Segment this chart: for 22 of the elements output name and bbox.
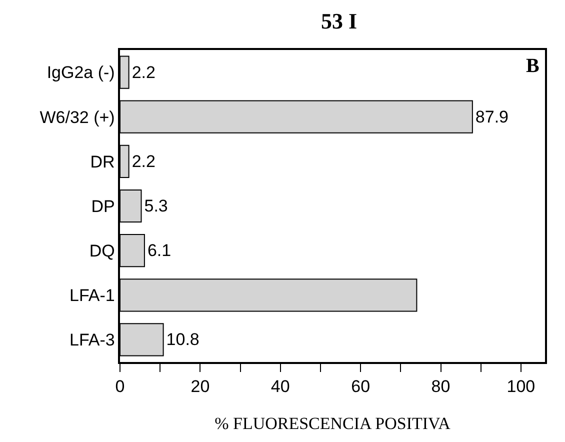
data-label: 2.2 <box>132 152 156 171</box>
x-tick-label: 60 <box>351 377 370 396</box>
chart-title: 53 I <box>320 8 358 34</box>
x-tick-label: 40 <box>270 377 290 396</box>
y-tick-label: DP <box>91 196 115 216</box>
y-tick-label: IgG2a (-) <box>46 63 115 82</box>
y-tick-label: LFA-1 <box>69 286 115 306</box>
y-tick-label: DR <box>90 152 115 172</box>
data-label: 87.9 <box>475 107 509 126</box>
annotation: B <box>526 55 540 77</box>
data-label: 10.8 <box>166 330 200 350</box>
data-label: 5.3 <box>144 196 168 216</box>
x-tick-label: 20 <box>190 377 210 396</box>
y-tick-label: W6/32 (+) <box>40 108 115 127</box>
x-tick-label: 100 <box>506 377 536 396</box>
data-label: 6.1 <box>147 241 172 260</box>
y-tick-label: DQ <box>89 242 115 261</box>
x-tick-label: 80 <box>431 377 450 396</box>
y-tick-label: LFA-3 <box>69 330 115 350</box>
x-tick-label: 0 <box>115 377 125 396</box>
data-label: 2.2 <box>132 62 156 82</box>
x-axis-title: % FLUORESCENCIA POSITIVA <box>214 414 452 434</box>
